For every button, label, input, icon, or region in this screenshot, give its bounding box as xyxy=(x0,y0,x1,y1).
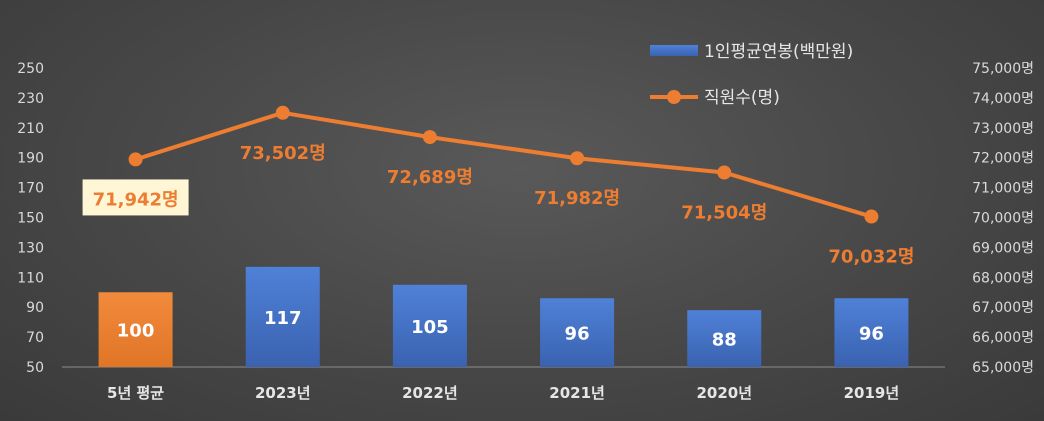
x-category-label: 2020년 xyxy=(696,384,752,402)
bar xyxy=(245,266,320,367)
line-point xyxy=(717,165,732,180)
bar xyxy=(540,298,615,367)
line-point xyxy=(570,151,585,166)
bar-value-label: 105 xyxy=(411,317,449,338)
line-series xyxy=(128,105,879,224)
y-left-tick-label: 230 xyxy=(17,91,44,107)
data-labels: 100 117 105 96 88 96 71,942명 73,502명 72,689명 71,9… xyxy=(82,143,914,351)
y-right-tick-label: 70,000명 xyxy=(972,211,1034,227)
y-right-tick-label: 66,000명 xyxy=(972,330,1034,346)
y-left-tick-label: 250 xyxy=(17,61,44,77)
y-left-tick-label: 150 xyxy=(17,211,44,227)
highlight-label-box xyxy=(82,179,189,216)
legend-swatch-marker xyxy=(667,90,681,104)
legend-label-line: 직원수(명) xyxy=(704,88,780,108)
x-category-label: 2019년 xyxy=(844,384,900,402)
line-value-label: 72,689명 xyxy=(387,167,473,188)
y-right-tick-label: 65,000명 xyxy=(972,360,1034,376)
bar-value-label: 88 xyxy=(712,330,737,351)
x-category-label: 5년 평균 xyxy=(107,384,164,402)
line-point xyxy=(128,152,143,167)
line-value-label: 71,504명 xyxy=(681,203,767,224)
y-left-tick-label: 50 xyxy=(26,360,44,376)
y-left-tick-label: 70 xyxy=(26,330,44,346)
y-left-tick-label: 170 xyxy=(17,181,44,197)
y-right-tick-label: 68,000명 xyxy=(972,270,1034,286)
line-value-label: 71,942명 xyxy=(93,189,179,210)
y-right-tick-label: 72,000명 xyxy=(972,151,1034,167)
y-left-tick-label: 110 xyxy=(17,270,44,286)
series-line xyxy=(134,110,872,219)
y-left-tick-label: 190 xyxy=(17,151,44,167)
bar-value-label: 100 xyxy=(117,321,155,342)
y-left-tick-label: 210 xyxy=(17,121,44,137)
x-category-label: 2022년 xyxy=(402,384,458,402)
bar-value-label: 96 xyxy=(565,324,590,345)
line-value-label: 70,032명 xyxy=(828,247,914,268)
legend-label-bar: 1인평균연봉(백만원) xyxy=(704,42,853,62)
x-category-label: 2021년 xyxy=(549,384,605,402)
y-right-tick-label: 74,000명 xyxy=(972,91,1034,107)
y-right-tick-label: 75,000명 xyxy=(972,61,1034,77)
bar xyxy=(687,310,762,367)
y-right-tick-label: 71,000명 xyxy=(972,181,1034,197)
line-value-label: 71,982명 xyxy=(534,188,620,209)
bar-series xyxy=(98,266,909,367)
line-point xyxy=(864,209,879,224)
bar xyxy=(392,284,467,367)
bar xyxy=(834,298,909,367)
legend: 1인평균연봉(백만원) 직원수(명) xyxy=(650,42,853,108)
line-point xyxy=(422,130,437,145)
bar xyxy=(98,292,173,367)
bar-value-label: 117 xyxy=(264,308,302,329)
line-value-label: 73,502명 xyxy=(240,143,326,164)
axes: 50 70 90 110 130 150 170 190 210 230 250 65,000명 66,… xyxy=(17,61,1034,402)
x-category-label: 2023년 xyxy=(255,384,311,402)
y-right-tick-label: 69,000명 xyxy=(972,240,1034,256)
legend-swatch-bar xyxy=(650,45,698,56)
y-right-tick-label: 73,000명 xyxy=(972,121,1034,137)
y-left-tick-label: 130 xyxy=(17,240,44,256)
y-left-tick-label: 90 xyxy=(26,300,44,316)
y-right-tick-label: 67,000명 xyxy=(972,300,1034,316)
line-point xyxy=(275,105,290,120)
bar-value-label: 96 xyxy=(859,324,884,345)
